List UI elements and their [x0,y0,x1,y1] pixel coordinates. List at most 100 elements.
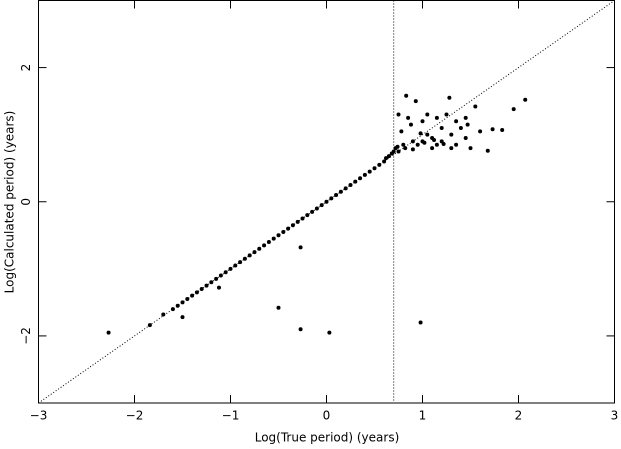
point [362,172,367,177]
point [298,245,303,250]
point [382,159,387,164]
point [348,182,353,187]
point [276,233,281,238]
point [180,300,185,305]
point [511,107,516,112]
point [175,303,180,308]
point [305,213,310,218]
point [298,327,303,332]
point [314,206,319,211]
y-tick-label: 2 [19,64,33,72]
point [214,276,219,281]
point [262,243,267,248]
point [441,142,446,147]
point [415,142,420,147]
point [252,250,257,255]
point [410,147,415,152]
point [247,253,252,258]
point [290,223,295,228]
point [447,95,452,100]
x-axis-title: Log(True period) (years) [255,431,400,445]
point [395,144,400,149]
point [295,219,300,224]
point [434,115,439,120]
point [439,125,444,130]
point [401,142,406,147]
point [300,216,305,221]
x-tick-label: −3 [30,409,48,423]
point [372,166,377,171]
x-tick-label: −1 [222,409,240,423]
point [458,125,463,130]
y-tick-label: 0 [19,198,33,206]
point [391,149,396,154]
point [377,162,382,167]
point [399,129,404,134]
x-tick-label: 1 [419,409,427,423]
point [523,97,528,102]
point [334,193,339,198]
point [329,196,334,201]
point [396,149,401,154]
point [194,290,199,295]
point [257,246,262,251]
point [490,127,495,132]
point [404,93,409,98]
point [327,330,332,335]
y-axis-title: Log(Calculated period) (years) [3,111,17,294]
point [434,142,439,147]
point [228,266,233,271]
point [478,129,483,134]
point [367,169,372,174]
x-tick-label: 2 [515,409,523,423]
x-tick-label: 0 [323,409,331,423]
point [281,229,286,234]
point [454,119,459,124]
point [324,199,329,204]
point [408,122,413,127]
point [406,115,411,120]
point [463,136,468,141]
point [413,99,418,104]
point [473,104,478,109]
point [463,115,468,120]
point [454,142,459,147]
point [485,148,490,153]
point [444,112,449,117]
point [353,179,358,184]
point [418,320,423,325]
point [410,139,415,144]
point [449,146,454,151]
point [190,293,195,298]
point [106,330,111,335]
point [218,273,223,278]
point [170,307,175,312]
point [403,146,408,151]
point [338,189,343,194]
point [238,260,243,265]
point [266,240,271,244]
point [396,112,401,117]
point [310,209,315,214]
x-tick-label: −2 [126,409,144,423]
point [384,156,389,161]
point [422,140,427,145]
x-tick-label: 3 [611,409,619,423]
point [500,127,505,132]
y-tick-label: −2 [19,327,33,345]
point [425,112,430,117]
point [185,297,190,302]
point [465,122,470,127]
point [386,154,391,159]
point [276,305,281,310]
point [233,263,238,268]
point [286,226,291,231]
point [216,285,221,290]
point [343,186,348,191]
point [242,256,247,261]
point [430,146,435,151]
point [204,283,209,288]
point [271,236,276,241]
